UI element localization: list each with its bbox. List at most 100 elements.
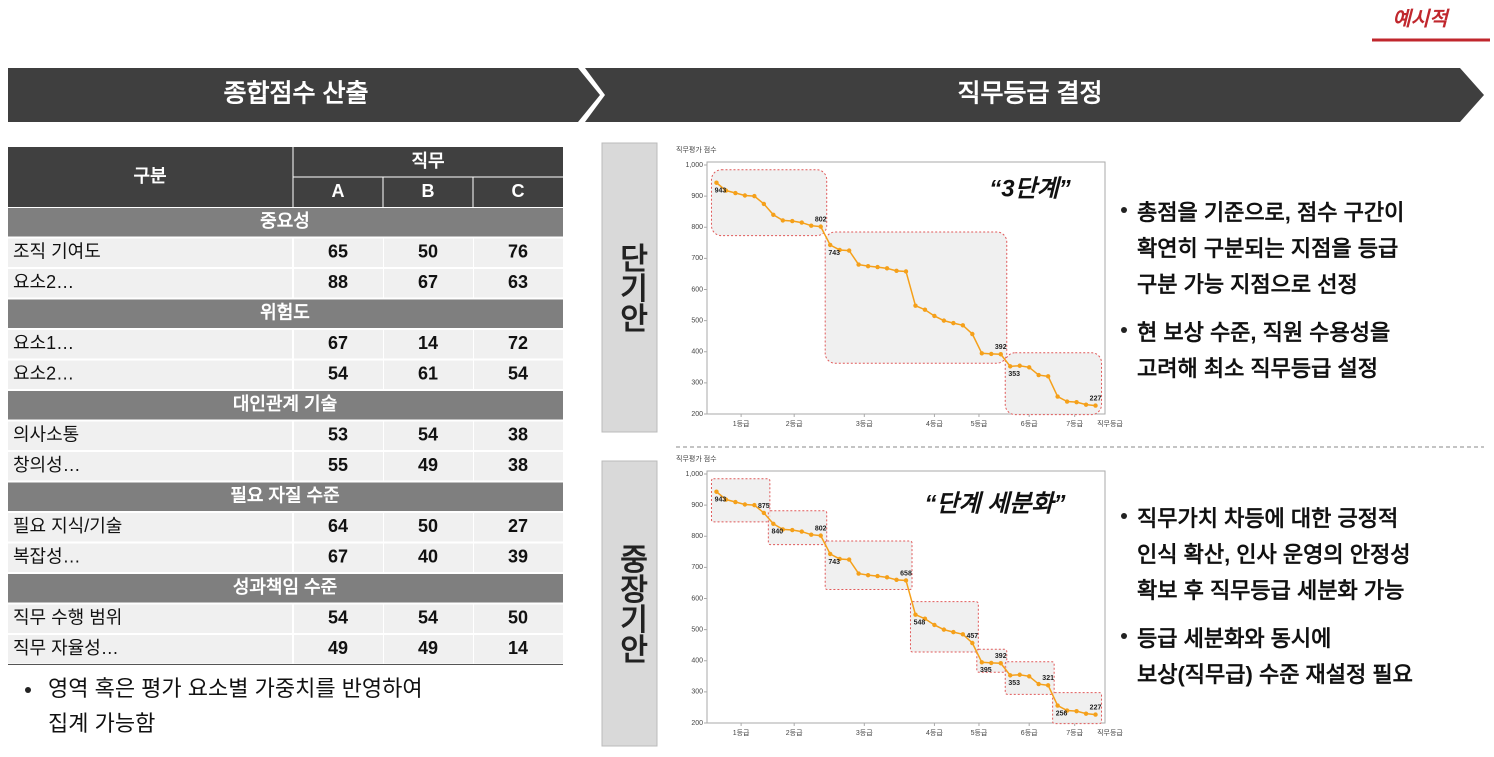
score-point <box>780 527 786 532</box>
score-point <box>875 264 880 270</box>
score-point <box>1036 372 1041 378</box>
score-point <box>761 510 767 516</box>
score-point <box>761 201 767 207</box>
score-point <box>799 529 804 534</box>
section-row <box>8 299 563 328</box>
section-title: 필요 자질 수준 <box>230 486 339 506</box>
cell <box>8 513 292 542</box>
point-label: 548 <box>914 620 926 627</box>
score-point <box>884 575 890 580</box>
y-tick-label: 500 <box>691 626 703 633</box>
score-point <box>951 629 956 635</box>
note: 집계 가능함 <box>48 711 155 736</box>
score-point <box>970 640 975 646</box>
y-tick-label: 900 <box>691 193 703 200</box>
cell <box>8 543 292 572</box>
note: 영역 혹은 평가 요소별 가중치를 반영하여 <box>48 676 423 701</box>
header-left: 종합점수 산출 <box>224 80 369 108</box>
cell-value: 67 <box>328 547 348 567</box>
cell <box>294 513 383 542</box>
x-tick-label: 2등급 <box>786 420 803 428</box>
point-label: 321 <box>1042 675 1054 682</box>
score-point <box>856 262 861 267</box>
cell-value: 14 <box>508 638 528 658</box>
bullet-text: 확연히 구분되는 지점을 등급 <box>1137 236 1398 261</box>
plot-area <box>706 470 1106 724</box>
cell <box>474 604 563 633</box>
cell-value: 76 <box>508 242 528 262</box>
cell <box>294 543 383 572</box>
cell-value: 40 <box>418 547 438 567</box>
cell <box>384 238 473 267</box>
cell-value: 67 <box>328 333 348 353</box>
score-point <box>913 612 918 617</box>
cell <box>294 238 383 267</box>
y-axis-label: 직무평가 점수 <box>676 145 717 154</box>
score-point <box>922 307 928 312</box>
bullet-text: 고려해 최소 직무등급 설정 <box>1137 356 1378 381</box>
y-tick-label: 400 <box>691 349 703 356</box>
cell <box>384 635 473 664</box>
score-point <box>875 573 880 579</box>
cell <box>474 269 563 298</box>
x-tick-label: 4등급 <box>926 420 943 428</box>
row-label: 창의성… <box>13 455 81 475</box>
score-point <box>837 556 842 562</box>
cell <box>384 360 473 389</box>
score-point <box>903 269 909 274</box>
score-point <box>960 632 966 637</box>
cell <box>294 360 383 389</box>
x-tick-label: 5등급 <box>971 420 988 428</box>
score-point <box>723 188 729 193</box>
score-point <box>771 212 776 217</box>
score-point <box>1008 673 1013 678</box>
quote: “3단계” <box>989 175 1071 202</box>
row-label: 요소1… <box>13 333 74 353</box>
score-point <box>790 527 795 533</box>
cell <box>474 452 563 481</box>
point-label: 743 <box>828 250 840 257</box>
score-point <box>979 660 985 665</box>
y-tick-label: 300 <box>691 380 703 387</box>
section-title: 중요성 <box>260 211 310 231</box>
cell <box>474 360 563 389</box>
cell-value: 54 <box>508 364 528 384</box>
cell-value: 39 <box>508 547 528 567</box>
cell-value: 50 <box>508 608 528 628</box>
score-point <box>742 193 748 198</box>
panel-label-box <box>601 460 658 747</box>
point-label: 802 <box>815 525 827 532</box>
cell <box>384 543 473 572</box>
cell-value: 50 <box>418 242 438 262</box>
point-label: 353 <box>1008 680 1020 687</box>
point-label: 392 <box>995 653 1007 660</box>
point-label: 392 <box>995 344 1007 351</box>
score-point <box>1008 364 1013 369</box>
grade-box <box>710 169 828 237</box>
x-tick-label: 2등급 <box>786 729 803 737</box>
section-row <box>8 391 563 420</box>
bullet <box>1121 633 1127 639</box>
cell <box>474 513 563 542</box>
row-label: 요소2… <box>13 272 74 292</box>
cell <box>294 421 383 450</box>
cell-value: 54 <box>418 608 438 628</box>
score-point <box>827 551 833 557</box>
cell <box>8 360 292 389</box>
y-tick-label: 200 <box>691 411 703 418</box>
point-label: 256 <box>1056 710 1068 717</box>
cell-value: 53 <box>328 425 348 445</box>
y-tick-label: 600 <box>691 595 703 602</box>
cell-value: 63 <box>508 272 528 292</box>
score-point <box>1074 708 1079 714</box>
y-tick-label: 400 <box>691 658 703 665</box>
y-axis-label: 직무평가 점수 <box>676 454 717 463</box>
head-col: C <box>512 181 525 201</box>
score-point <box>771 521 776 526</box>
y-tick-label: 700 <box>691 255 703 262</box>
score-point <box>837 247 842 253</box>
cell-value: 64 <box>328 516 348 536</box>
cell <box>8 421 292 450</box>
cell <box>384 513 473 542</box>
